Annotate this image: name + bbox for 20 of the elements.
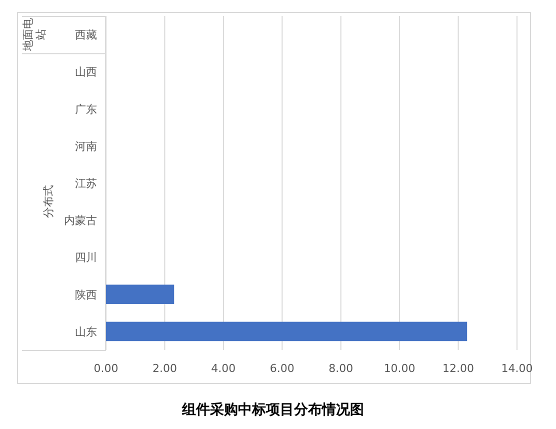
y-tick-label: 西藏 bbox=[75, 28, 97, 42]
x-tick-label: 8.00 bbox=[328, 362, 354, 375]
y-tick-label: 四川 bbox=[75, 251, 97, 264]
y-tick-label: 河南 bbox=[75, 140, 97, 153]
x-tick-label: 6.00 bbox=[270, 362, 294, 375]
y-tick-label: 山东 bbox=[75, 325, 97, 338]
y-tick-label: 内蒙古 bbox=[64, 214, 97, 228]
x-tick-label: 12.00 bbox=[442, 362, 474, 375]
x-tick-label: 0.00 bbox=[94, 362, 118, 375]
x-tick-label: 14.00 bbox=[501, 362, 533, 375]
x-tick-label: 10.00 bbox=[384, 362, 416, 375]
y-tick-label: 广东 bbox=[75, 102, 97, 116]
text: 组件采购中标项目分布情况图 bbox=[181, 402, 364, 418]
y-tick-label: 山西 bbox=[75, 66, 97, 79]
y-tick-label: 陕西 bbox=[75, 288, 97, 302]
x-tick-label: 2.00 bbox=[152, 362, 177, 375]
y-tick-label: 江苏 bbox=[75, 177, 97, 190]
x-tick-label: 4.00 bbox=[211, 362, 236, 375]
text: 地面电站 bbox=[22, 18, 48, 52]
text: 分布式 bbox=[42, 185, 55, 218]
